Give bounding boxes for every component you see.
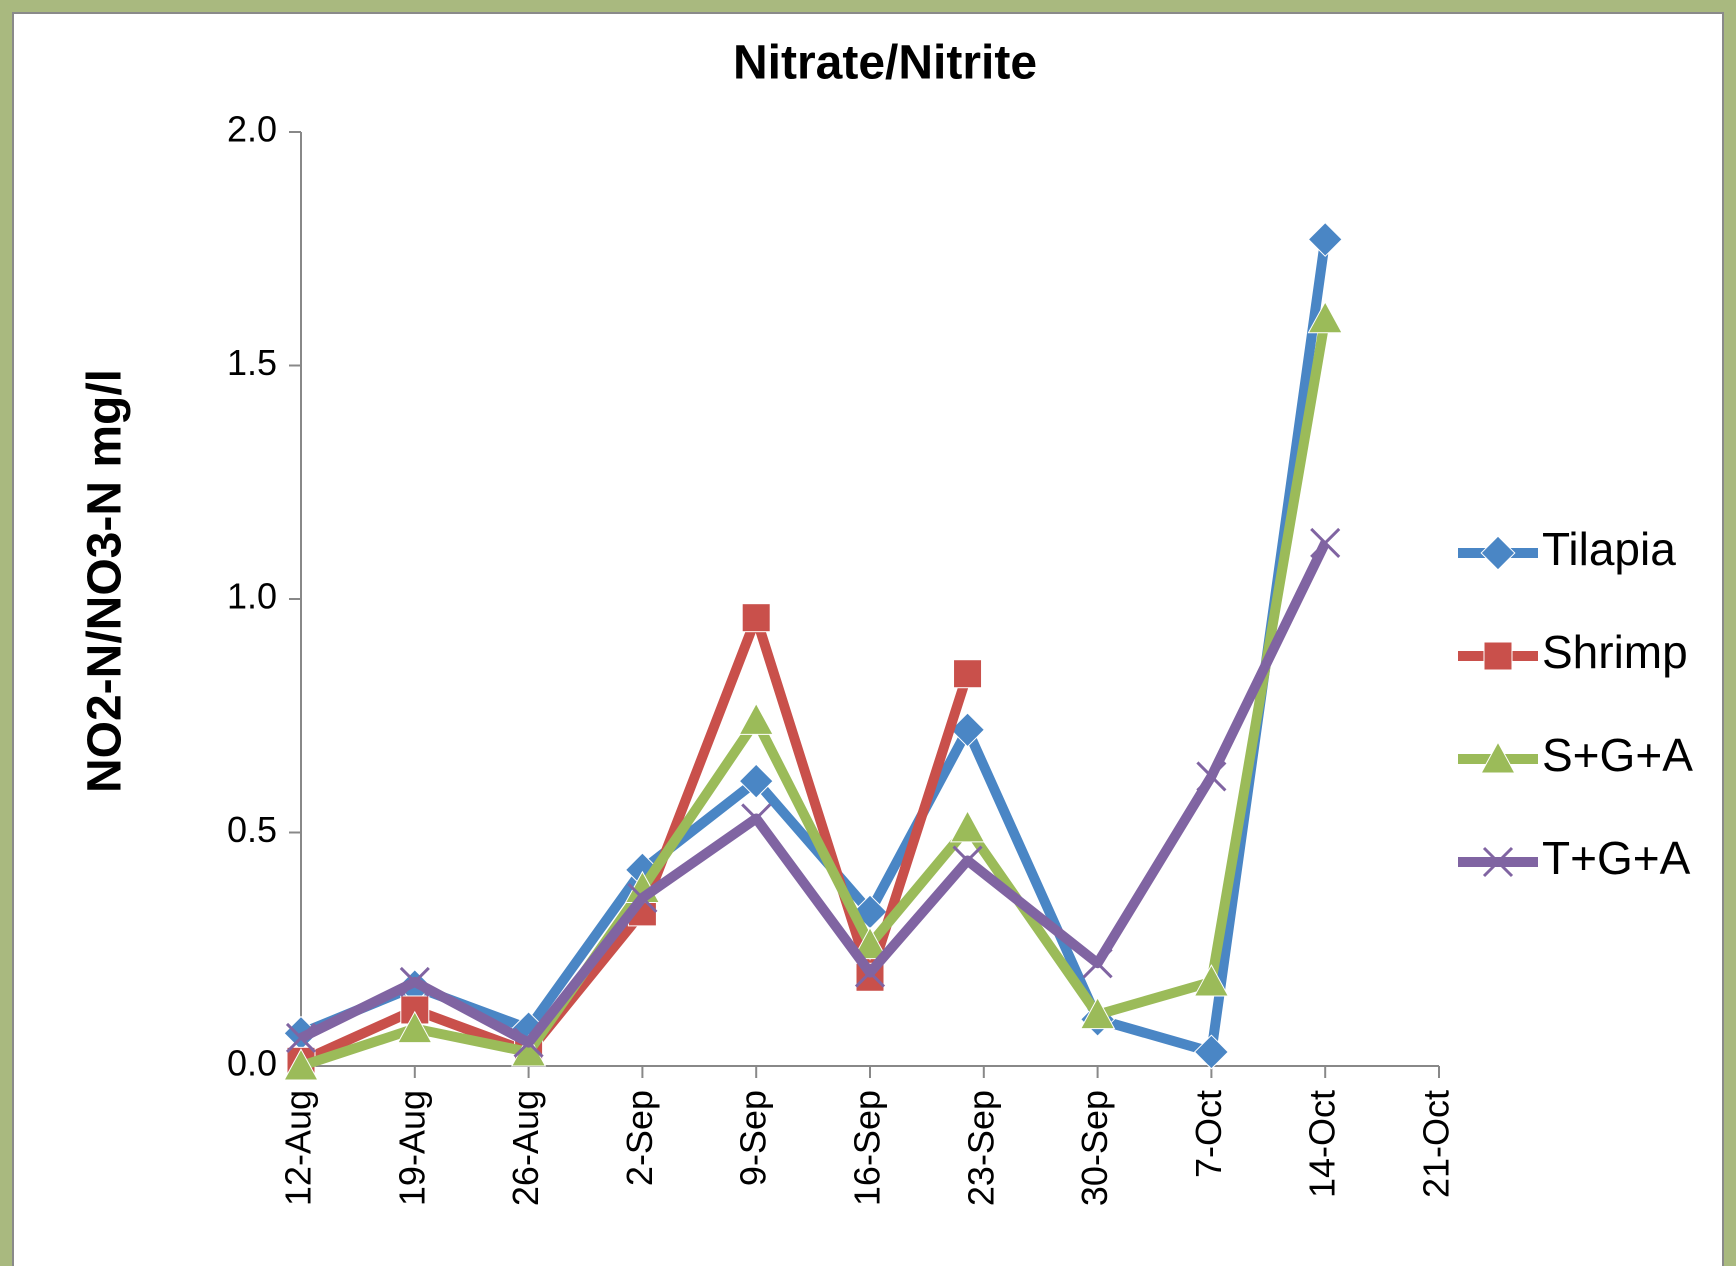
y-tick-label: 1.5 [227, 342, 277, 383]
x-tick-label: 14-Oct [1302, 1090, 1343, 1198]
data-point [1307, 221, 1343, 257]
series-line [298, 540, 1330, 1048]
series-line [299, 317, 1331, 1071]
data-point [854, 957, 886, 988]
x-tick-label: 16-Sep [847, 1090, 888, 1206]
data-point [852, 926, 888, 960]
legend-label: Shrimp [1542, 626, 1688, 678]
data-point [399, 966, 430, 998]
x-tick-label: 2-Sep [619, 1090, 660, 1186]
data-point [1310, 527, 1341, 559]
data-point [1196, 761, 1227, 792]
x-tick-label: 12-Aug [278, 1090, 319, 1206]
legend-marker [1480, 741, 1516, 774]
data-point [397, 1010, 433, 1044]
data-point [949, 809, 986, 843]
legend-marker [1483, 641, 1513, 671]
y-tick-label: 1.0 [227, 576, 277, 617]
legend-label: T+G+A [1542, 832, 1691, 884]
x-tick-label: 7-Oct [1188, 1090, 1229, 1178]
data-point [738, 702, 774, 735]
data-point [1082, 948, 1113, 979]
x-tick-label: 19-Aug [391, 1090, 432, 1206]
y-tick-label: 2.0 [227, 109, 277, 150]
x-tick-label: 23-Sep [960, 1090, 1001, 1206]
legend-marker [1480, 535, 1516, 571]
x-tick-label: 26-Aug [505, 1090, 546, 1206]
data-point [1079, 996, 1116, 1030]
data-point [738, 763, 774, 799]
y-axis-label: NO2-N/NO3-N mg/l [79, 369, 132, 793]
data-point [283, 1048, 319, 1081]
x-tick-label: 30-Sep [1074, 1090, 1115, 1206]
y-tick-label: 0.0 [227, 1043, 277, 1084]
data-point [285, 1022, 317, 1054]
data-point [741, 803, 772, 834]
data-point [627, 882, 658, 913]
x-tick-label: 9-Sep [733, 1090, 774, 1186]
x-tick-label: 21-Oct [1416, 1090, 1457, 1198]
data-point [741, 603, 771, 633]
legend-label: Tilapia [1542, 523, 1676, 575]
data-point [1193, 1034, 1229, 1070]
data-point [953, 659, 983, 689]
legend-label: S+G+A [1542, 729, 1693, 781]
chart-title: Nitrate/Nitrite [733, 37, 1037, 90]
data-point [952, 845, 983, 876]
data-point [1307, 300, 1343, 334]
data-point [1193, 964, 1230, 997]
legend-marker [1482, 846, 1514, 878]
y-tick-label: 0.5 [227, 809, 277, 850]
data-point [513, 1027, 544, 1058]
